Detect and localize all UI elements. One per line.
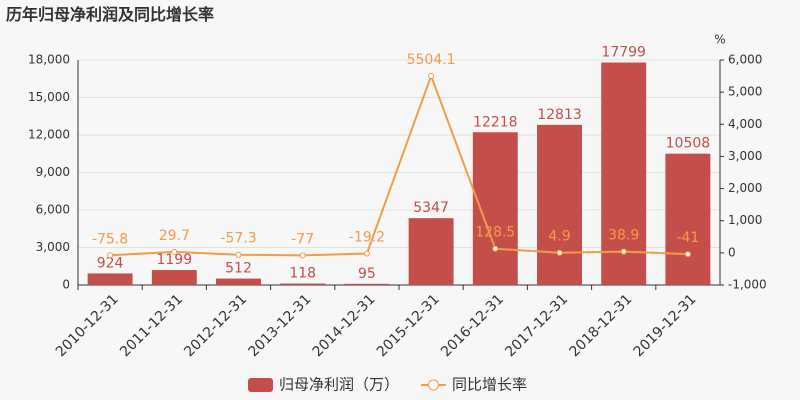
line-value-label: -57.3 (220, 231, 256, 247)
y2-tick-label: -1,000 (728, 278, 767, 292)
line-point (363, 250, 370, 257)
y2-tick-label: 3,000 (728, 149, 762, 163)
bar (344, 283, 390, 285)
x-tick-label: 2014-12-31 (310, 291, 379, 360)
legend-swatch (428, 379, 440, 391)
line-point (620, 248, 627, 255)
bar (601, 62, 647, 286)
line-point (107, 252, 114, 259)
legend-swatch (248, 378, 273, 392)
bar (87, 273, 133, 285)
y-tick-label: 18,000 (28, 53, 70, 67)
x-tick-label: 2012-12-31 (181, 291, 250, 360)
y2-tick-label: 1,000 (728, 213, 762, 227)
x-tick-label: 2017-12-31 (502, 291, 571, 360)
y2-tick-label: 5,000 (728, 85, 762, 99)
y-tick-label: 6,000 (36, 203, 70, 217)
line-value-label: -75.8 (92, 231, 128, 247)
line-value-label: 38.9 (608, 228, 639, 244)
line-point (556, 249, 563, 256)
legend-label: 归母净利润（万） (279, 376, 399, 394)
bar (665, 153, 711, 285)
y-tick-label: 15,000 (28, 90, 70, 104)
y-tick-label: 0 (62, 278, 70, 292)
line-value-label: 128.5 (475, 225, 515, 241)
y2-axis-label: % (714, 33, 725, 47)
bar-value-label: 10508 (666, 136, 711, 152)
y2-tick-label: 0 (728, 245, 736, 259)
x-tick-label: 2013-12-31 (246, 291, 315, 360)
bar-value-label: 17799 (601, 45, 646, 61)
bar (216, 278, 261, 285)
line-point (492, 245, 499, 252)
bar (537, 124, 582, 286)
y-tick-label: 12,000 (28, 128, 70, 142)
x-tick-label: 2010-12-31 (53, 291, 122, 360)
y2-tick-label: 6,000 (728, 53, 762, 67)
chart-title: 历年归母净利润及同比增长率 (6, 5, 214, 24)
line-value-label: 29.7 (159, 228, 190, 244)
bar (408, 218, 454, 285)
x-tick-label: 2019-12-31 (631, 291, 700, 360)
line-point (235, 251, 242, 258)
legend-label: 同比增长率 (452, 376, 527, 394)
line-value-label: 5504.1 (407, 52, 456, 68)
line-value-label: -19.2 (349, 229, 385, 245)
x-tick-label: 2011-12-31 (117, 291, 186, 360)
line (110, 73, 688, 257)
bar-value-label: 118 (289, 266, 316, 282)
bar (280, 283, 326, 285)
bar-value-label: 95 (358, 266, 376, 282)
y2-tick-label: 2,000 (728, 181, 762, 195)
y-tick-label: 9,000 (36, 165, 70, 179)
x-tick-label: 2018-12-31 (567, 291, 636, 360)
y-tick-label: 3,000 (36, 240, 70, 254)
bar-value-label: 5347 (413, 200, 449, 216)
line-value-label: 4.9 (548, 229, 570, 245)
x-tick-label: 2015-12-31 (374, 291, 443, 360)
line-point (299, 252, 306, 259)
bar-value-label: 1199 (156, 252, 192, 268)
line-point (684, 251, 691, 258)
bar-value-label: 12218 (473, 114, 518, 130)
bar-value-label: 924 (97, 255, 124, 271)
line-point (171, 248, 178, 255)
line-value-label: -41 (676, 230, 699, 246)
bar-value-label: 12813 (537, 107, 582, 123)
line-point (428, 72, 435, 79)
bar (151, 270, 197, 285)
y2-tick-label: 4,000 (728, 117, 762, 131)
x-tick-label: 2016-12-31 (438, 291, 507, 360)
line-value-label: -77 (291, 231, 314, 247)
bar-value-label: 512 (225, 261, 252, 277)
